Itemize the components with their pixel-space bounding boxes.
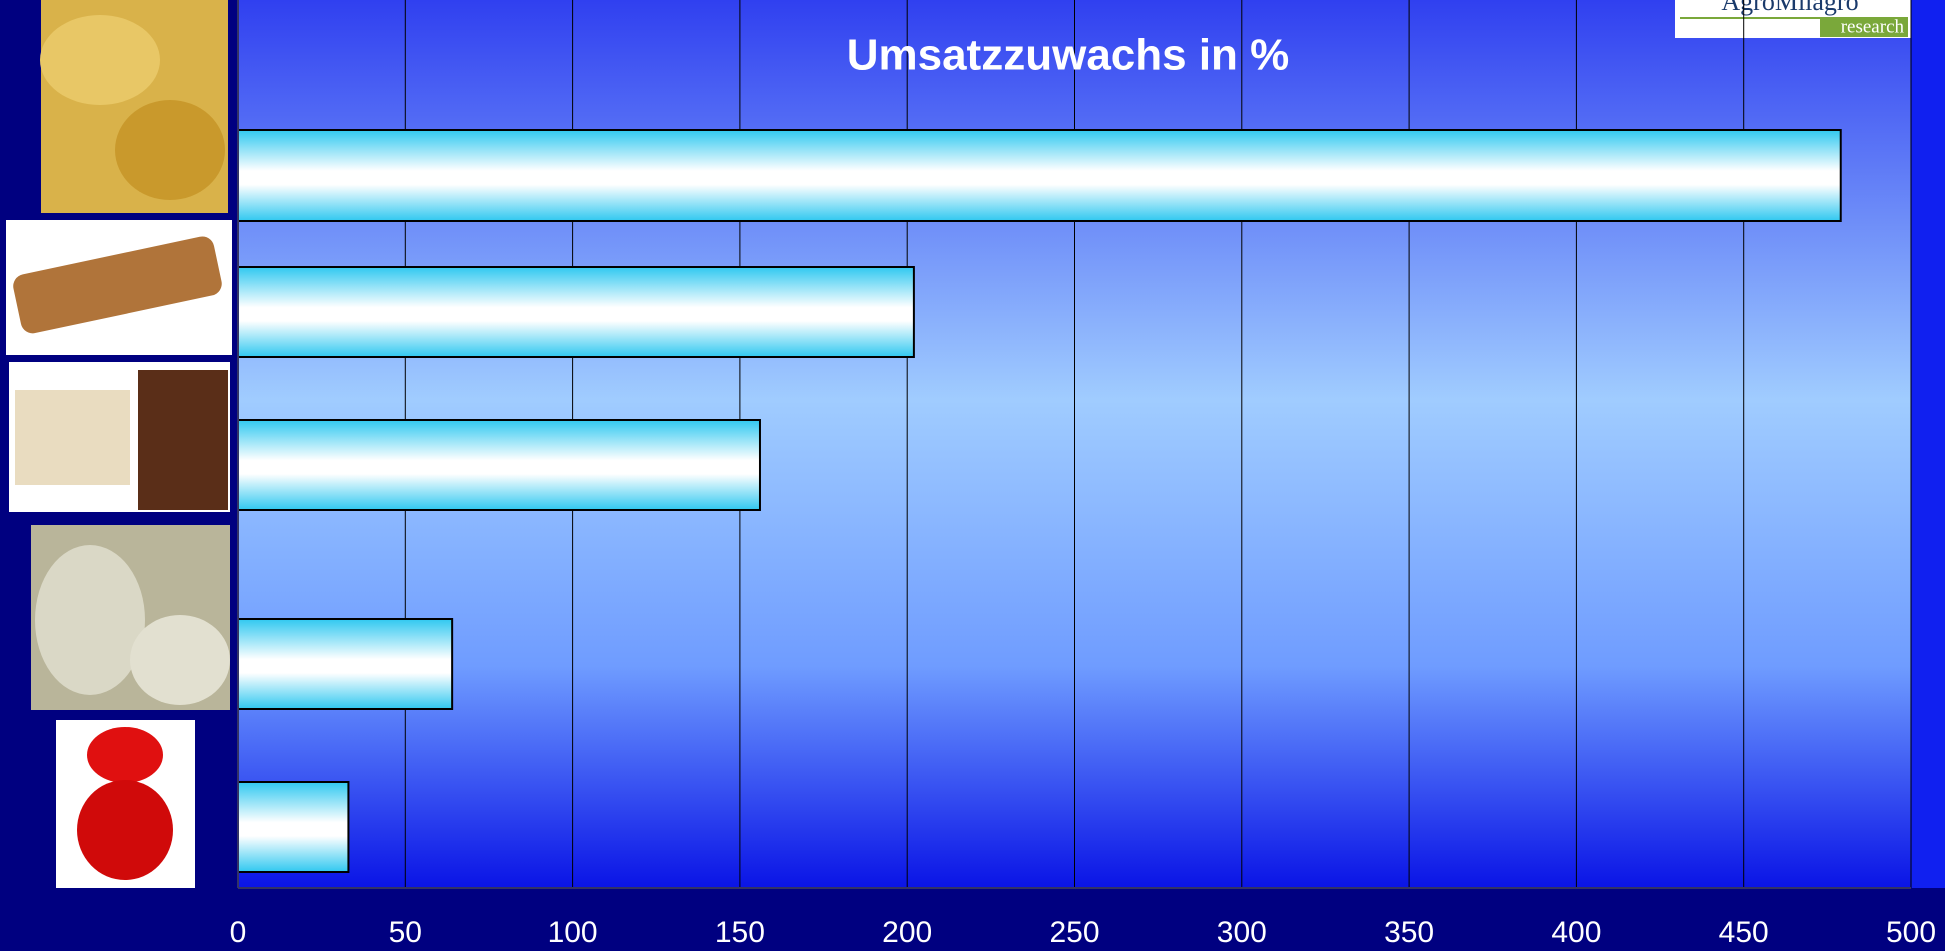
granola-bar xyxy=(13,236,222,334)
x-tick-label: 200 xyxy=(882,916,932,949)
logo-band xyxy=(1820,19,1908,37)
product-images xyxy=(6,0,232,888)
x-tick-label: 150 xyxy=(715,916,765,949)
x-tick-label: 300 xyxy=(1217,916,1267,949)
x-tick-label: 100 xyxy=(548,916,598,949)
chip xyxy=(115,100,225,200)
logo-name: AgroMilagro xyxy=(1721,0,1858,16)
gummy-head xyxy=(87,727,163,783)
bar xyxy=(237,618,454,710)
x-tick-label: 50 xyxy=(389,916,422,949)
x-tick-label: 0 xyxy=(230,916,247,949)
sweet xyxy=(35,545,145,695)
bar xyxy=(237,419,761,511)
chip xyxy=(40,15,160,105)
x-tick-label: 450 xyxy=(1719,916,1769,949)
x-tick-label: 350 xyxy=(1384,916,1434,949)
x-tick-label: 500 xyxy=(1886,916,1936,949)
x-tick-label: 400 xyxy=(1551,916,1601,949)
edge-strip xyxy=(1911,0,1945,888)
gummy-body xyxy=(77,780,173,880)
bar xyxy=(237,781,350,873)
logo: AgroMilagro research xyxy=(1675,0,1911,38)
chocolate xyxy=(138,370,228,510)
logo-subtitle: research xyxy=(1841,16,1905,37)
chart-title: Umsatzzuwachs in % xyxy=(847,31,1290,80)
x-tick-label: 250 xyxy=(1049,916,1099,949)
sweet xyxy=(130,615,230,705)
bars xyxy=(237,129,1842,873)
bar xyxy=(237,266,915,358)
wafer xyxy=(15,390,130,485)
bar xyxy=(237,129,1842,222)
